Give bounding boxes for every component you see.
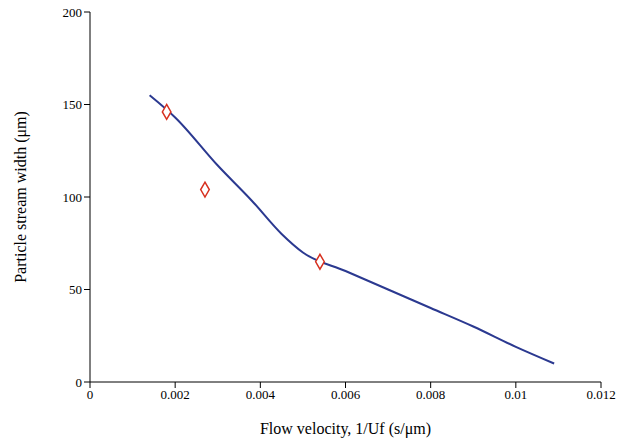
svg-text:0: 0 (87, 387, 94, 402)
svg-text:50: 50 (69, 282, 82, 297)
svg-text:Particle stream width (μm): Particle stream width (μm) (12, 111, 30, 283)
svg-text:200: 200 (63, 5, 83, 20)
svg-text:0: 0 (76, 375, 83, 390)
svg-text:100: 100 (63, 190, 83, 205)
svg-text:0.01: 0.01 (504, 387, 527, 402)
svg-text:0.004: 0.004 (246, 387, 276, 402)
svg-text:0.012: 0.012 (586, 387, 615, 402)
svg-text:0.002: 0.002 (161, 387, 190, 402)
svg-text:150: 150 (63, 97, 83, 112)
svg-text:0.006: 0.006 (331, 387, 361, 402)
svg-text:Flow velocity, 1/Uf (s/μm): Flow velocity, 1/Uf (s/μm) (260, 420, 431, 438)
svg-text:0.008: 0.008 (416, 387, 445, 402)
